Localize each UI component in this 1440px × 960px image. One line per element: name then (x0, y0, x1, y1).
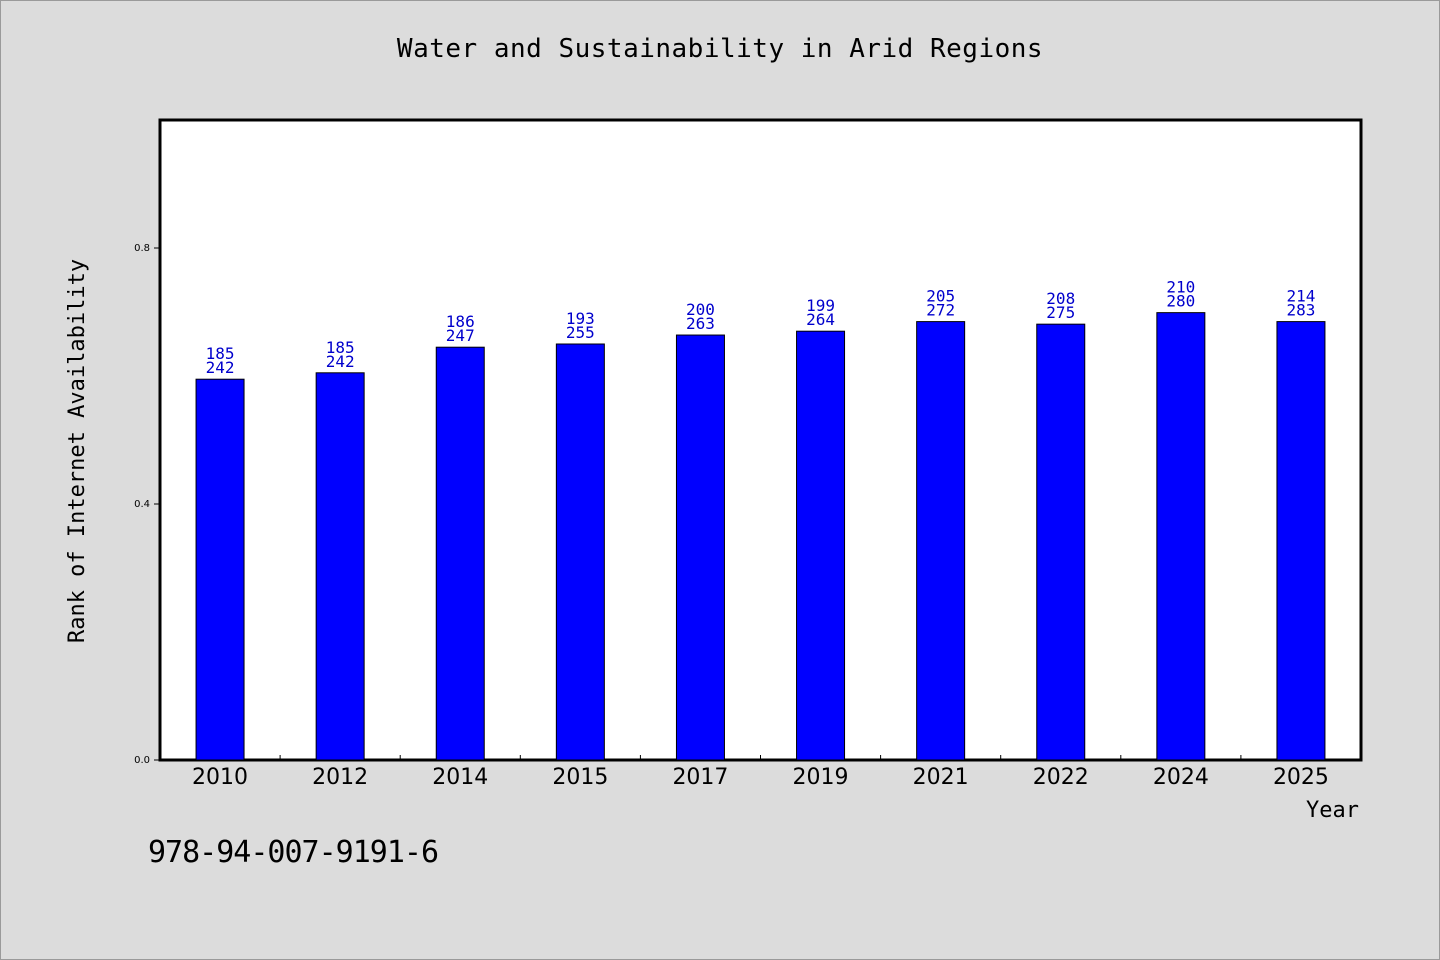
data-label-bottom-2017: 263 (686, 314, 715, 333)
x-tick-label-2014: 2014 (432, 765, 488, 790)
bar-2022 (1036, 323, 1086, 761)
y-tick-label-1: 0.4 (134, 499, 150, 510)
y-tick-label-2: 0.8 (134, 243, 150, 254)
x-tick-label-2017: 2017 (672, 765, 728, 790)
data-label-bottom-2025: 283 (1286, 301, 1315, 320)
data-label-bottom-2022: 275 (1046, 303, 1075, 322)
bar-2012 (315, 372, 365, 761)
data-label-bottom-2014: 247 (446, 326, 475, 345)
data-label-bottom-2010: 242 (206, 358, 235, 377)
bar-2014 (435, 346, 485, 761)
data-label-bottom-2019: 264 (806, 310, 835, 329)
bar-2021 (916, 321, 966, 761)
data-label-top-2014: 186 (446, 312, 475, 331)
bar-2024 (1156, 312, 1206, 761)
data-label-top-2010: 185 (206, 344, 235, 363)
data-label-bottom-2015: 255 (566, 323, 595, 342)
y-axis-label: Rank of Internet Availability (65, 259, 90, 643)
bar-2017 (675, 334, 725, 761)
x-tick-label-2019: 2019 (793, 765, 849, 790)
data-label-top-2017: 200 (686, 300, 715, 319)
data-label-top-2012: 185 (326, 338, 355, 357)
bars-layer (195, 312, 1326, 761)
data-label-top-2022: 208 (1046, 289, 1075, 308)
x-tick-label-2022: 2022 (1033, 765, 1089, 790)
chart-title: Water and Sustainability in Arid Regions (396, 34, 1044, 64)
x-tick-label-2021: 2021 (913, 765, 969, 790)
data-label-top-2025: 214 (1286, 287, 1315, 306)
data-label-top-2024: 210 (1166, 278, 1195, 297)
bar-2019 (796, 330, 846, 761)
data-label-top-2015: 193 (566, 309, 595, 328)
x-tick-label-2015: 2015 (552, 765, 608, 790)
x-axis: 2010 2012 2014 2015 2017 2019 2021 2022 2024 2025 (192, 755, 1329, 790)
x-axis-label: Year (1306, 798, 1359, 823)
x-tick-label-2024: 2024 (1153, 765, 1209, 790)
x-tick-label-2010: 2010 (192, 765, 248, 790)
y-tick-label-0: 0.0 (134, 755, 150, 766)
isbn-code: 978-94-007-9191-6 (148, 835, 439, 870)
data-label-bottom-2024: 280 (1166, 292, 1195, 311)
data-label-top-2019: 199 (806, 296, 835, 315)
bar-2010 (195, 378, 245, 761)
bar-2015 (555, 343, 605, 761)
x-tick-label-2025: 2025 (1273, 765, 1329, 790)
x-tick-label-2012: 2012 (312, 765, 368, 790)
bar-2025 (1276, 321, 1326, 761)
data-labels-layer: 1852421852421862471932552002631992642052… (206, 278, 1316, 378)
y-axis: 0.0 0.4 0.8 (134, 243, 160, 766)
data-label-bottom-2021: 272 (926, 301, 955, 320)
data-label-top-2021: 205 (926, 287, 955, 306)
data-label-bottom-2012: 242 (326, 352, 355, 371)
